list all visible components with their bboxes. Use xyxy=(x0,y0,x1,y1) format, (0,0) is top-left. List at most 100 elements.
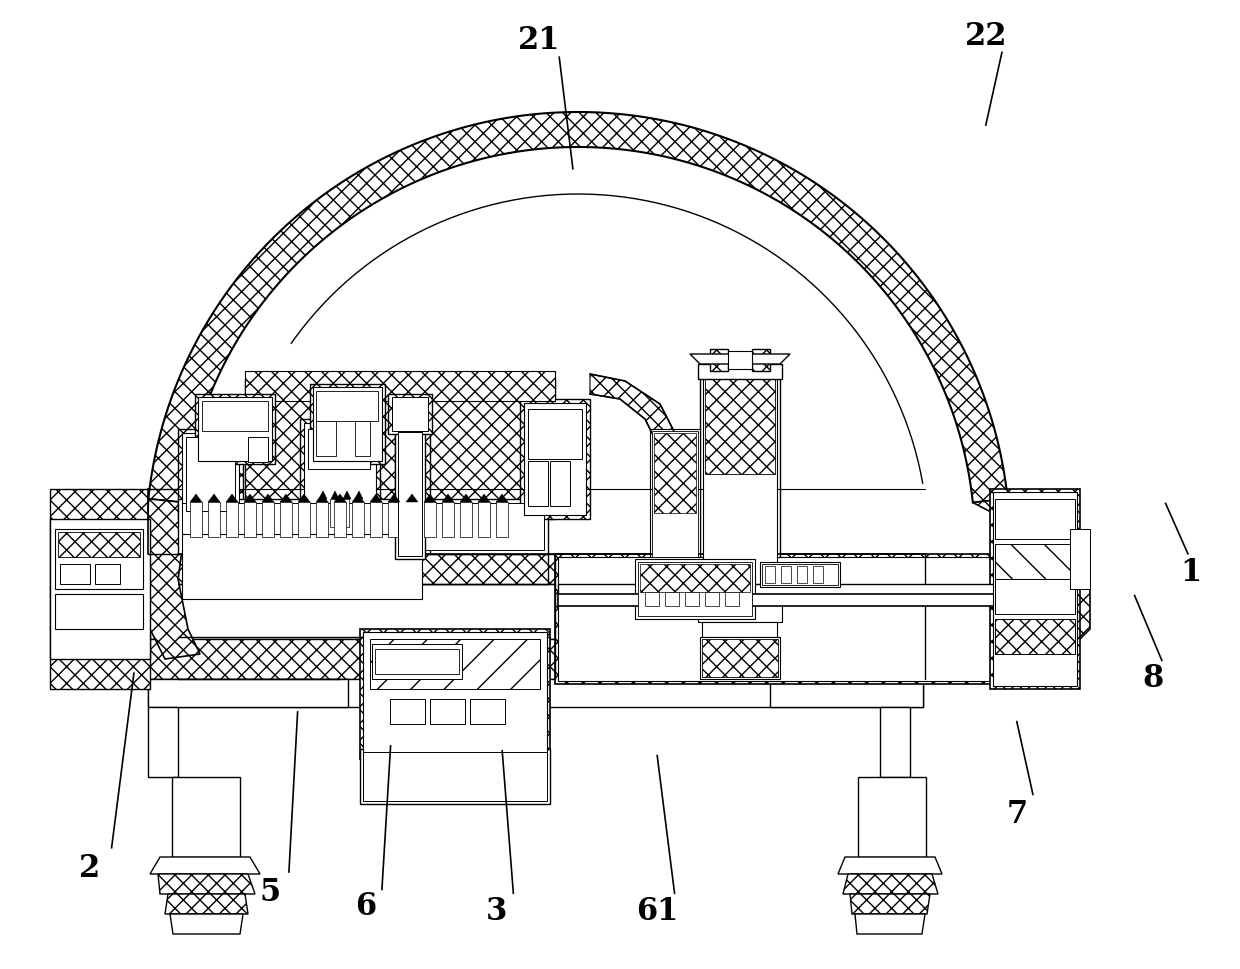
Bar xyxy=(360,749,551,804)
Polygon shape xyxy=(477,494,490,503)
Polygon shape xyxy=(689,355,790,364)
Bar xyxy=(653,433,696,514)
Bar xyxy=(182,504,544,550)
Bar xyxy=(698,605,782,622)
Polygon shape xyxy=(149,113,1008,503)
Polygon shape xyxy=(405,494,418,503)
Bar xyxy=(50,489,150,689)
Bar xyxy=(308,429,370,470)
Bar xyxy=(182,433,239,516)
Bar xyxy=(765,567,775,583)
Bar xyxy=(652,431,698,557)
Bar xyxy=(310,385,384,464)
Text: 21: 21 xyxy=(518,25,560,56)
Bar xyxy=(317,499,325,527)
Bar xyxy=(50,519,150,659)
Bar xyxy=(994,619,1075,654)
Bar xyxy=(781,567,791,583)
Bar xyxy=(525,403,587,516)
Bar xyxy=(470,700,505,724)
Text: 8: 8 xyxy=(1142,663,1164,694)
Bar xyxy=(398,432,422,556)
Bar xyxy=(355,422,370,456)
Bar xyxy=(179,429,243,519)
Bar xyxy=(702,622,777,638)
Polygon shape xyxy=(849,894,930,914)
Bar xyxy=(388,394,432,434)
Polygon shape xyxy=(157,874,255,894)
Bar xyxy=(640,564,750,592)
Polygon shape xyxy=(316,494,329,503)
Polygon shape xyxy=(150,858,260,874)
Bar xyxy=(711,350,728,372)
Bar xyxy=(186,438,236,512)
Bar xyxy=(148,707,179,777)
Bar xyxy=(797,567,807,583)
Bar xyxy=(725,592,739,607)
Polygon shape xyxy=(496,494,508,503)
Polygon shape xyxy=(280,494,291,503)
Polygon shape xyxy=(343,491,351,499)
Bar xyxy=(316,391,378,422)
Bar xyxy=(558,594,998,607)
Bar xyxy=(994,499,1075,540)
Bar xyxy=(246,380,556,519)
Polygon shape xyxy=(973,499,1090,670)
Bar xyxy=(551,461,570,507)
Bar xyxy=(280,503,291,538)
Bar xyxy=(148,584,923,640)
Text: 3: 3 xyxy=(485,895,507,926)
Bar xyxy=(701,369,780,589)
Polygon shape xyxy=(170,914,243,934)
Bar xyxy=(244,503,255,538)
Polygon shape xyxy=(244,494,255,503)
Bar xyxy=(330,499,337,527)
Text: 1: 1 xyxy=(1179,556,1202,587)
Bar xyxy=(179,499,548,554)
Bar xyxy=(55,529,143,589)
Bar xyxy=(858,777,926,858)
Bar xyxy=(496,503,508,538)
Polygon shape xyxy=(590,375,692,554)
Bar xyxy=(198,397,272,461)
Bar xyxy=(698,364,782,380)
Polygon shape xyxy=(319,491,327,499)
Bar xyxy=(441,503,454,538)
Bar xyxy=(650,429,701,559)
Polygon shape xyxy=(838,858,942,874)
Text: 22: 22 xyxy=(965,21,1007,52)
Bar xyxy=(60,564,91,584)
Bar xyxy=(990,489,1080,689)
Bar xyxy=(372,644,463,679)
Polygon shape xyxy=(208,494,219,503)
Bar xyxy=(316,503,329,538)
Bar xyxy=(248,438,268,462)
Polygon shape xyxy=(352,494,365,503)
Bar xyxy=(370,640,539,689)
Bar xyxy=(994,545,1075,579)
Bar xyxy=(172,777,241,858)
Bar xyxy=(148,679,348,707)
Bar xyxy=(179,554,548,584)
Text: 5: 5 xyxy=(259,876,281,907)
Bar xyxy=(262,503,274,538)
Bar xyxy=(352,503,365,538)
Bar xyxy=(430,700,465,724)
Bar xyxy=(994,579,1075,614)
Bar xyxy=(360,629,551,760)
Bar xyxy=(300,420,379,519)
Bar xyxy=(702,640,777,677)
Bar xyxy=(391,700,425,724)
Polygon shape xyxy=(226,494,238,503)
Text: 61: 61 xyxy=(636,895,678,926)
Polygon shape xyxy=(190,494,202,503)
Bar xyxy=(460,503,472,538)
Bar xyxy=(388,503,401,538)
Bar xyxy=(558,557,997,681)
Bar xyxy=(246,372,556,401)
Bar xyxy=(226,503,238,538)
Text: 2: 2 xyxy=(78,852,100,883)
Bar xyxy=(665,592,680,607)
Bar xyxy=(424,503,436,538)
Polygon shape xyxy=(843,874,937,894)
